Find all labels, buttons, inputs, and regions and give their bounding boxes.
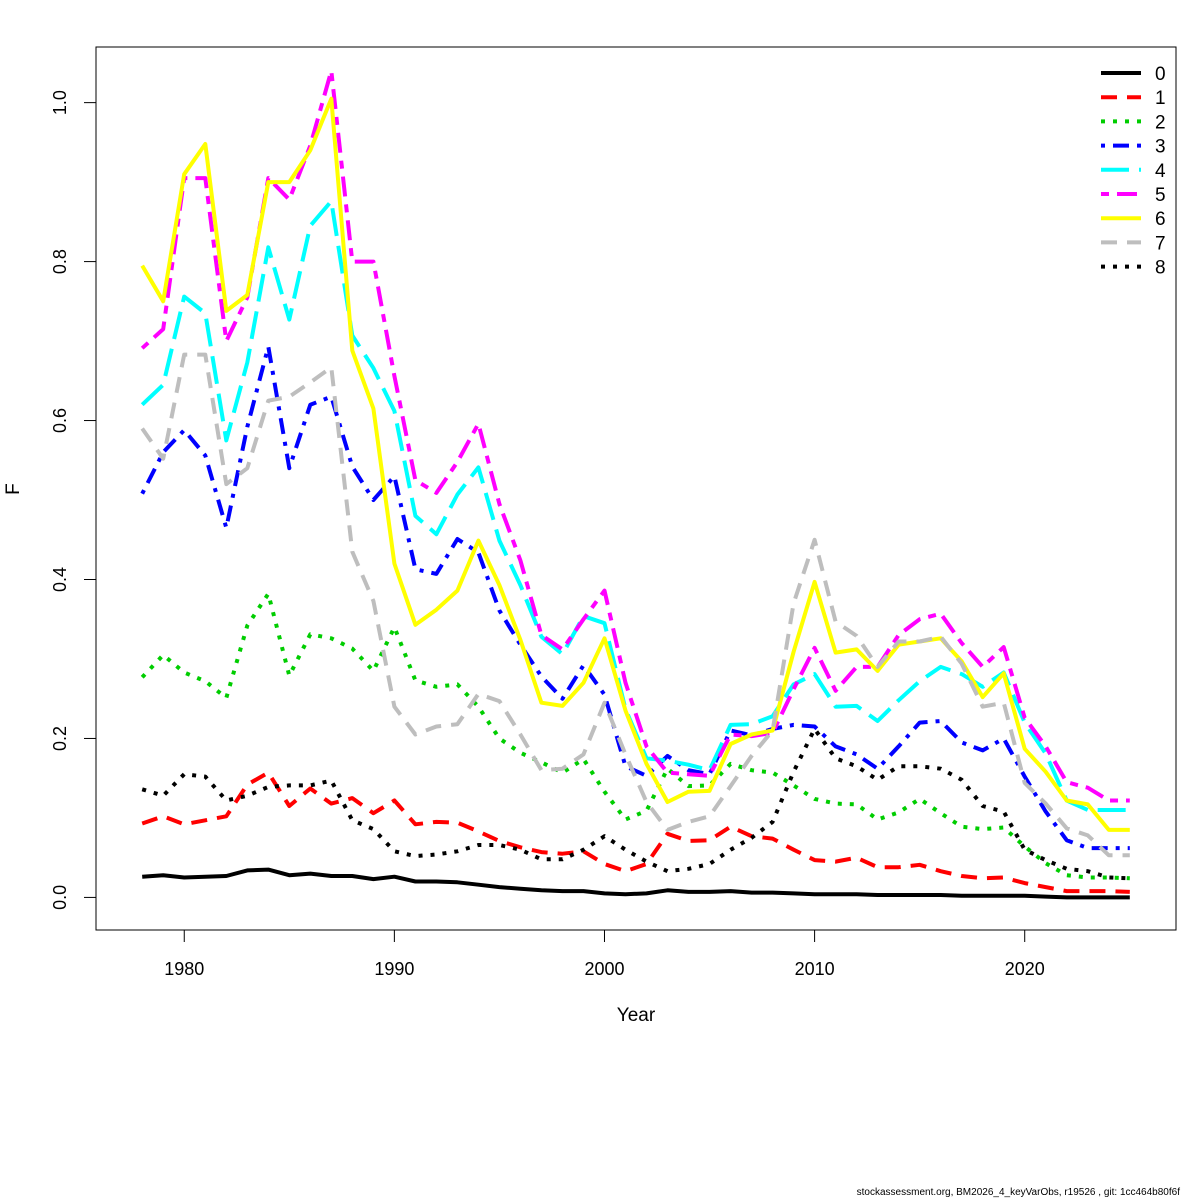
y-tick-label: 0.4 xyxy=(50,567,70,592)
x-axis-title: Year xyxy=(617,1005,656,1026)
legend-label-8: 8 xyxy=(1155,258,1166,279)
legend-label-7: 7 xyxy=(1155,233,1166,254)
legend-label-4: 4 xyxy=(1155,161,1166,182)
series-line-age-7 xyxy=(140,352,1130,858)
legend-label-0: 0 xyxy=(1155,64,1166,85)
legend-label-6: 6 xyxy=(1155,209,1166,230)
x-tick-label: 2000 xyxy=(584,959,624,979)
y-tick-label: 0.8 xyxy=(50,249,70,274)
y-tick-label: 0.2 xyxy=(50,726,70,751)
legend-label-3: 3 xyxy=(1155,137,1166,158)
x-tick-label: 2020 xyxy=(1005,959,1045,979)
footer-caption: stockassessment.org, BM2026_4_keyVarObs,… xyxy=(857,1187,1181,1198)
series-line-age-0 xyxy=(142,867,1130,900)
x-axis: 1980 1990 2000 2010 2020 xyxy=(164,929,1045,979)
y-axis: 0.0 0.2 0.4 0.6 0.8 1.0 xyxy=(50,90,97,910)
x-tick-label: 2010 xyxy=(795,959,835,979)
y-tick-label: 0.0 xyxy=(50,885,70,910)
y-tick-label: 0.6 xyxy=(50,408,70,433)
y-axis-title: F xyxy=(3,483,24,495)
series-line-age-3 xyxy=(140,344,1130,851)
x-tick-label: 1980 xyxy=(164,959,204,979)
legend-label-5: 5 xyxy=(1155,185,1166,206)
series-line-age-2 xyxy=(140,591,1130,881)
legend-label-1: 1 xyxy=(1155,88,1166,109)
plot-frame xyxy=(95,46,1177,931)
series-layer xyxy=(140,68,1130,900)
legend: 0 1 2 3 4 5 6 7 8 xyxy=(1101,64,1166,279)
legend-label-2: 2 xyxy=(1155,112,1166,133)
y-tick-label: 1.0 xyxy=(50,90,70,115)
series-line-age-5 xyxy=(140,68,1130,803)
series-line-age-1 xyxy=(141,770,1130,894)
x-tick-label: 1990 xyxy=(374,959,414,979)
